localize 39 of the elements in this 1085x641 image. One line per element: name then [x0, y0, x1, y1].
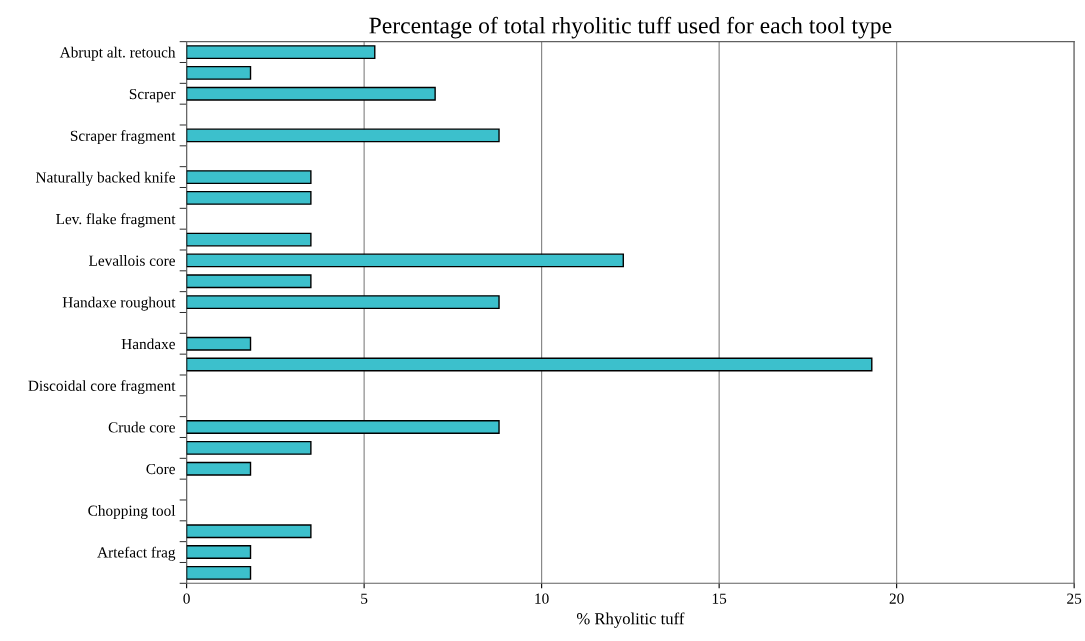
- x-tick-label: 5: [361, 593, 368, 604]
- x-tick-label: 10: [535, 593, 549, 604]
- bar: [186, 170, 312, 185]
- bar: [186, 253, 624, 268]
- x-tick-label: 25: [1067, 593, 1082, 604]
- bar: [186, 420, 500, 435]
- bar: [186, 274, 312, 289]
- x-tick-label: 15: [712, 593, 727, 604]
- bar: [186, 357, 873, 372]
- x-axis-title: % Rhyolitic tuff: [576, 612, 685, 628]
- bar: [186, 545, 252, 560]
- y-tick-label: Handaxe: [121, 338, 175, 350]
- y-tick-label: Artefact frag: [97, 546, 176, 561]
- bar: [186, 45, 376, 60]
- bar: [186, 65, 252, 80]
- bar: [186, 461, 252, 476]
- y-tick-label: Discoidal core fragment: [28, 380, 176, 395]
- bar: [186, 232, 312, 247]
- bar: [186, 190, 312, 205]
- y-tick-label: Scraper: [129, 88, 176, 103]
- chart-title: Percentage of total rhyolitic tuff used for each tool type: [369, 16, 892, 39]
- bar: [186, 295, 500, 310]
- y-tick-label: Lev. flake fragment: [56, 213, 176, 228]
- x-tick-label: 20: [889, 593, 904, 604]
- bar: [186, 440, 312, 455]
- bar: [186, 86, 436, 101]
- y-tick-label: Levallois core: [88, 255, 175, 266]
- x-tick-label: 0: [183, 593, 190, 604]
- y-tick-label: Abrupt alt. retouch: [59, 46, 176, 61]
- bar: [186, 565, 252, 580]
- y-tick-label: Naturally backed knife: [35, 171, 175, 186]
- bar: [186, 336, 252, 351]
- y-tick-label: Core: [146, 463, 175, 475]
- y-tick-label: Scraper fragment: [70, 130, 176, 145]
- y-tick-label: Handaxe roughout: [62, 296, 176, 311]
- bar: [186, 524, 312, 539]
- y-tick-label: Chopping tool: [88, 505, 176, 519]
- y-tick-label: Crude core: [108, 421, 175, 433]
- bar: [186, 128, 500, 143]
